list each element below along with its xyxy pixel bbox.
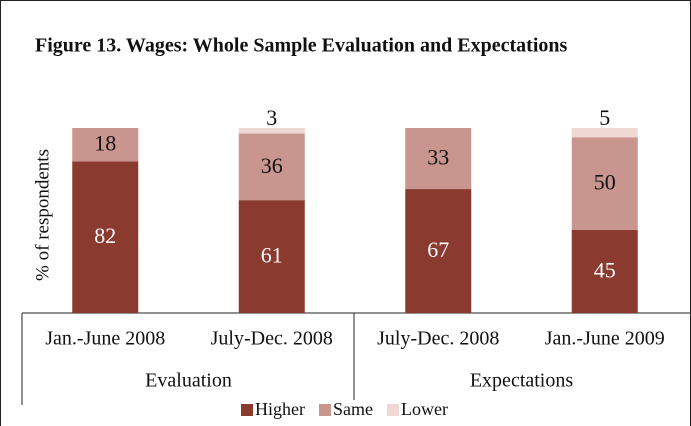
bar-segment — [571, 229, 638, 313]
data-label: 67 — [427, 237, 449, 262]
bar-segment — [238, 133, 305, 201]
bar-segment — [405, 128, 472, 190]
legend-swatch — [241, 404, 253, 416]
bar-segment — [571, 128, 638, 138]
bar-segment — [72, 161, 139, 313]
chart-title: Figure 13. Wages: Whole Sample Evaluatio… — [35, 35, 568, 57]
legend-label: Higher — [255, 399, 305, 419]
group-label: Expectations — [470, 370, 574, 392]
bar-segment — [238, 200, 305, 313]
bar-segment — [238, 128, 305, 134]
data-label: 3 — [266, 105, 277, 130]
legend-label: Same — [333, 399, 373, 419]
data-label: 36 — [261, 153, 283, 178]
bar-segment — [571, 137, 638, 230]
legend-swatch — [386, 404, 399, 416]
data-label: 50 — [594, 170, 616, 195]
data-label: 18 — [94, 131, 116, 156]
legend-label: Lower — [401, 399, 448, 419]
data-label: 33 — [427, 145, 449, 170]
x-tick-label: July-Dec. 2008 — [377, 328, 499, 350]
legend-swatch — [318, 404, 331, 416]
bar-segment — [72, 128, 139, 162]
data-label: 82 — [94, 223, 116, 248]
bar-segment — [405, 189, 472, 313]
x-tick-label: Jan.-June 2008 — [45, 328, 165, 350]
x-tick-label: Jan.-June 2009 — [545, 328, 665, 350]
data-label: 45 — [594, 257, 616, 282]
x-tick-label: July-Dec. 2008 — [211, 328, 333, 350]
data-label: 61 — [261, 243, 283, 268]
y-axis-label: % of respondents — [32, 149, 53, 281]
group-label: Evaluation — [145, 370, 232, 392]
data-label: 5 — [599, 105, 610, 130]
